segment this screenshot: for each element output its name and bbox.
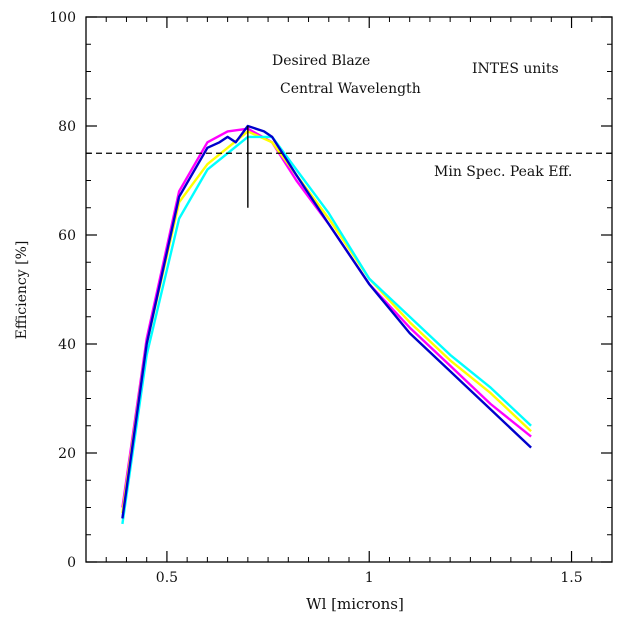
series-line-2 (121, 130, 532, 514)
blaze-label-line2: Central Wavelength (280, 81, 421, 97)
y-axis-label: Efficiency [%] (14, 241, 30, 340)
y-tick-label: 80 (58, 119, 76, 135)
units-annotation: INTES units (472, 61, 559, 77)
x-axis-label: Wl [microns] (306, 595, 404, 613)
y-tick-label: 100 (49, 10, 76, 26)
y-tick-label: 60 (58, 228, 76, 244)
blaze-label-line1: Desired Blaze (272, 53, 370, 69)
y-tick-label: 0 (67, 555, 76, 571)
series-line-1 (121, 127, 532, 508)
x-tick-label: 0.5 (156, 570, 178, 586)
plot-border (85, 16, 613, 563)
min-spec-label: Min Spec. Peak Eff. (434, 164, 572, 180)
axis-ticks: 0 20 40 60 80 100 0.5 1 1.5 (49, 10, 613, 586)
x-tick-label: 1.5 (560, 570, 582, 586)
y-tick-label: 40 (58, 337, 76, 353)
series-line-3 (121, 135, 532, 525)
data-series (121, 124, 532, 525)
series-line-4 (121, 124, 532, 519)
reference-lines (86, 126, 612, 208)
x-tick-label: 1 (365, 570, 374, 586)
plot-frame (85, 16, 613, 563)
y-tick-label: 20 (58, 446, 76, 462)
